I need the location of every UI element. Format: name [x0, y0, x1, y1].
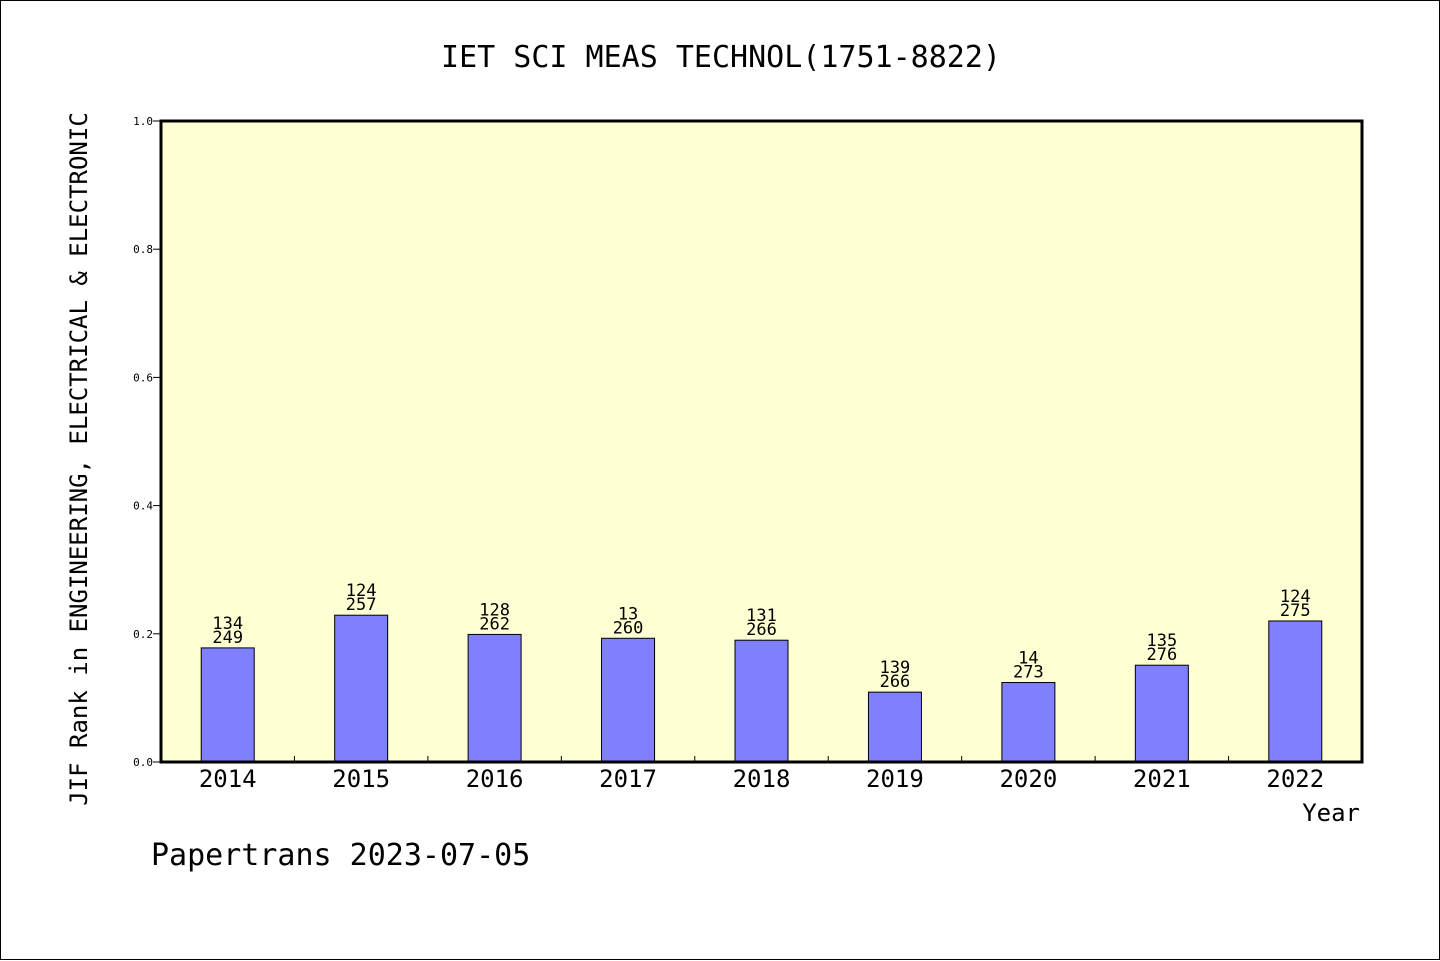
x-tick-label: 2016: [466, 765, 524, 793]
bar-total-label: 262: [479, 614, 510, 634]
bar-total-label: 266: [880, 672, 911, 692]
bar-rank-label: 131: [746, 606, 777, 626]
x-tick-label: 2022: [1266, 765, 1324, 793]
bar-2018: [734, 639, 789, 763]
x-tick-label: 2015: [332, 765, 390, 793]
bar-2017: [601, 637, 656, 763]
bar-2020: [1001, 682, 1056, 763]
bar-total-label: 266: [746, 620, 777, 640]
y-tick-label: 1.0: [133, 115, 153, 128]
y-tick-label: 0.6: [133, 371, 153, 384]
y-axis-ticks: 0.0 0.2 0.4 0.6 0.8 1.0: [133, 115, 161, 769]
bar-2016: [467, 633, 522, 763]
x-tick-label: 2017: [599, 765, 657, 793]
y-tick-label: 0.2: [133, 628, 153, 641]
x-axis-ticks: 2014 2015 2016 2017 2018 2019 2020 2021 2022: [199, 756, 1324, 793]
chart-title: IET SCI MEAS TECHNOL(1751-8822): [441, 40, 1001, 75]
y-tick-label: 0.8: [133, 243, 153, 256]
x-tick-label: 2019: [866, 765, 924, 793]
bar-2021: [1134, 664, 1189, 763]
bar-rank-label: 14: [1018, 649, 1038, 669]
bar-rank-label: 124: [1280, 587, 1311, 607]
bar-rank-label: 134: [212, 614, 243, 634]
y-axis-label: JIF Rank in ENGINEERING, ELECTRICAL & EL…: [65, 112, 93, 806]
y-tick-label: 0.4: [133, 500, 153, 513]
bar-rank-label: 124: [346, 581, 377, 601]
bar-total-label: 275: [1280, 601, 1311, 621]
x-tick-label: 2018: [733, 765, 791, 793]
bar-total-label: 257: [346, 595, 377, 615]
bar-2019: [867, 691, 922, 763]
x-tick-label: 2014: [199, 765, 257, 793]
bar-2014: [200, 647, 255, 763]
bar-rank-label: 128: [479, 600, 510, 620]
bars: [200, 614, 1323, 763]
bar-total-label: 276: [1146, 645, 1177, 665]
y-tick-label: 0.0: [133, 756, 153, 769]
bar-rank-label: 13: [618, 604, 638, 624]
bar-2022: [1268, 620, 1323, 763]
bar-total-label: 273: [1013, 663, 1044, 683]
x-axis-label: Year: [1302, 799, 1360, 827]
bar-rank-label: 135: [1146, 631, 1177, 651]
bar-total-label: 249: [212, 628, 243, 648]
bar-rank-label: 139: [880, 658, 911, 678]
bar-total-label: 260: [613, 618, 644, 638]
bar-2015: [334, 614, 389, 763]
plot-border: [159, 119, 1364, 764]
x-tick-label: 2021: [1133, 765, 1191, 793]
footer-watermark: Papertrans 2023-07-05: [151, 838, 530, 873]
x-tick-label: 2020: [999, 765, 1057, 793]
